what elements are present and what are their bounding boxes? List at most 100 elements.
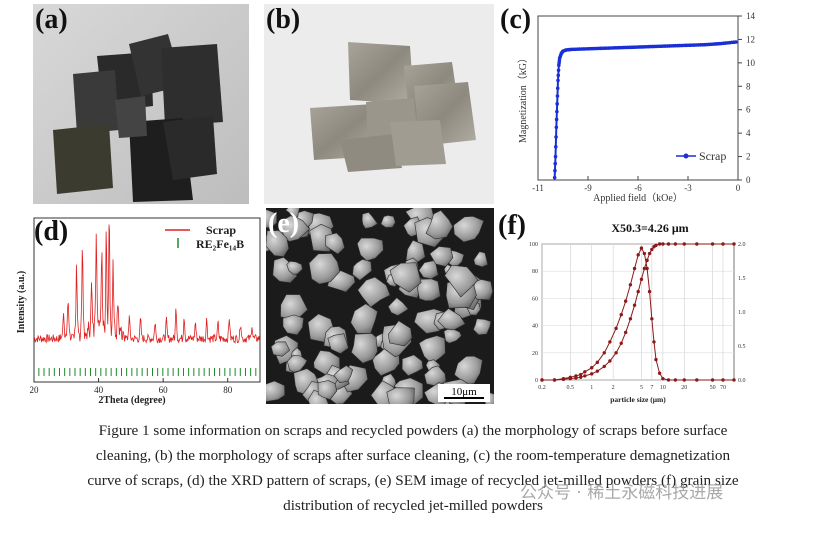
- demagnetization-chart: -11 -9 -6 -3 0 0 2 4 6 8 10 12 14 Applied field（kOe）…: [500, 4, 820, 204]
- grain-size-chart: X50.3=4.26 μm 0.2 0.5 1 2 5 7 10 20 50 70 0 20 40 60 8…: [498, 210, 826, 410]
- sem-particle: [429, 246, 454, 267]
- y-right-tick-label: 0.0: [738, 378, 746, 384]
- x-tick-label: -6: [634, 183, 642, 193]
- sem-particle: [425, 209, 454, 240]
- x-axis-label: 2Theta (degree): [98, 395, 165, 406]
- data-point: [666, 242, 671, 246]
- data-point: [673, 378, 678, 382]
- x-tick-label: 0: [736, 183, 741, 193]
- grain-size-plot: X50.3=4.26 μm 0.2 0.5 1 2 5 7 10 20 50 70 0 20 40 60 8…: [529, 221, 746, 404]
- x-tick-label: 2: [612, 385, 615, 391]
- sem-particle: [324, 232, 345, 255]
- data-point: [623, 299, 628, 303]
- x-tick-label: 50: [710, 385, 716, 391]
- data-point: [614, 351, 618, 355]
- data-point: [639, 277, 644, 282]
- watermark: 公众号 · 稀土永磁科技进展: [520, 483, 724, 503]
- data-point: [608, 340, 612, 344]
- x-tick-label: 40: [94, 385, 104, 395]
- data-point: [602, 351, 606, 355]
- data-point: [595, 360, 600, 365]
- sem-particle: [266, 380, 286, 402]
- data-point: [645, 258, 649, 263]
- y-tick-label: 10: [746, 58, 756, 68]
- sem-particle: [286, 260, 303, 275]
- data-point: [654, 357, 658, 362]
- y-right-tick-label: 0.5: [738, 344, 746, 350]
- sem-particle: [350, 333, 378, 364]
- sem-particle: [317, 380, 338, 400]
- x-tick-label: -9: [584, 183, 592, 193]
- sem-particle: [389, 262, 422, 293]
- sem-particle: [286, 354, 308, 373]
- data-point: [552, 175, 557, 180]
- data-point: [710, 378, 715, 382]
- x-axis-label: particle size (μm): [610, 395, 666, 404]
- data-point: [556, 68, 561, 73]
- sem-particle: [401, 354, 424, 377]
- sem-particles-illustration: 10μm: [266, 208, 494, 404]
- data-point: [657, 371, 662, 375]
- data-point: [654, 243, 658, 248]
- legend: Scrap RE₂Fe₁₄B: [165, 223, 244, 251]
- legend: Scrap: [676, 149, 726, 163]
- data-point: [721, 378, 725, 382]
- plot-frame: [541, 243, 735, 381]
- data-point: [554, 125, 559, 130]
- data-point: [614, 326, 618, 331]
- sem-particle: [327, 333, 349, 354]
- x-tick-label: 70: [720, 385, 726, 391]
- data-point: [647, 251, 652, 256]
- data-point: [608, 359, 612, 363]
- sem-particle: [266, 209, 278, 229]
- x-tick-label: 20: [681, 385, 687, 391]
- data-point: [682, 242, 686, 246]
- y-left-tick-label: 100: [529, 242, 538, 248]
- data-point: [583, 374, 587, 378]
- sem-particle: [266, 230, 290, 258]
- sem-particle: [357, 276, 391, 308]
- plot-frame: [33, 217, 261, 383]
- sem-particle: [333, 365, 354, 384]
- scraps-before-illustration: [33, 4, 249, 204]
- y-right-tick-label: 1.0: [738, 310, 746, 316]
- sem-particle: [352, 258, 373, 281]
- y-tick-label: 8: [746, 81, 751, 91]
- sem-particle: [387, 320, 413, 347]
- x-tick-label: 10: [660, 385, 666, 391]
- data-point: [553, 145, 558, 149]
- panel-label-e: (e): [268, 208, 300, 239]
- x-tick-label: 1: [590, 385, 593, 391]
- y-tick-label: 0: [746, 175, 751, 185]
- data-point: [574, 376, 578, 380]
- photo-scraps-after-cleaning: (b): [264, 4, 494, 204]
- y-axis-label: Magnetization（kG）: [517, 53, 529, 143]
- series-line-cumulative: [542, 243, 734, 381]
- data-point: [619, 313, 623, 317]
- data-point: [555, 109, 559, 114]
- data-point: [661, 376, 665, 381]
- x-tick-label: 20: [30, 385, 40, 395]
- sem-particle: [361, 211, 379, 229]
- data-point: [636, 253, 640, 257]
- caption-line: Figure 1 some information on scraps and …: [98, 422, 728, 439]
- y-left-tick-label: 80: [532, 269, 538, 275]
- data-point: [583, 370, 587, 374]
- data-point: [602, 364, 606, 369]
- data-point: [650, 247, 654, 252]
- panel-label-c: (c): [500, 4, 532, 35]
- x-tick-label: 0.2: [538, 385, 546, 391]
- demagnetization-plot: -11 -9 -6 -3 00 2 4 6 8 10 12 14 Applied field（kOe）…: [517, 11, 756, 204]
- data-point: [645, 266, 649, 271]
- data-point: [554, 135, 558, 139]
- sem-particle: [473, 251, 489, 268]
- data-point: [666, 378, 671, 382]
- data-point: [710, 242, 715, 246]
- data-point: [623, 330, 628, 335]
- data-point: [642, 266, 647, 271]
- data-point: [642, 251, 647, 256]
- y-left-tick-label: 20: [532, 351, 538, 357]
- y-axis-label: Intensity (a.u.): [16, 271, 27, 334]
- y-tick-label: 12: [746, 34, 755, 44]
- data-point: [553, 154, 558, 159]
